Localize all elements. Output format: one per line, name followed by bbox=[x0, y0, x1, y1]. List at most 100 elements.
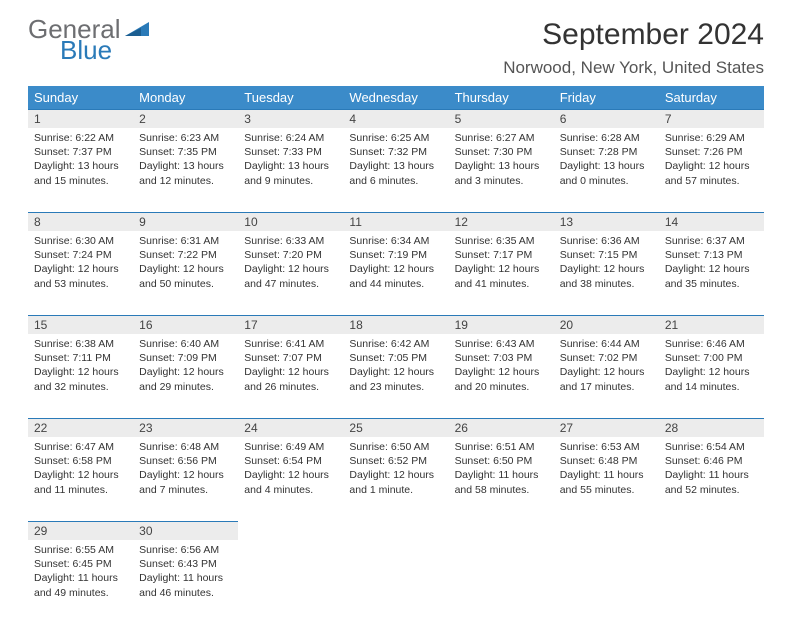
sunset: Sunset: 7:09 PM bbox=[139, 351, 232, 365]
day-body: Sunrise: 6:22 AMSunset: 7:37 PMDaylight:… bbox=[28, 128, 133, 194]
calendar-cell-num: 3 bbox=[238, 109, 343, 128]
daylight-line1: Daylight: 12 hours bbox=[34, 365, 127, 379]
daylight-line2: and 49 minutes. bbox=[34, 586, 127, 600]
daylight-line1: Daylight: 12 hours bbox=[244, 262, 337, 276]
calendar-cell-num: 29 bbox=[28, 521, 133, 540]
sunrise: Sunrise: 6:37 AM bbox=[665, 234, 758, 248]
day-number: 18 bbox=[343, 315, 448, 334]
calendar-cell-body: Sunrise: 6:23 AMSunset: 7:35 PMDaylight:… bbox=[133, 128, 238, 212]
daylight-line1: Daylight: 11 hours bbox=[455, 468, 548, 482]
calendar-cell-body: Sunrise: 6:25 AMSunset: 7:32 PMDaylight:… bbox=[343, 128, 448, 212]
sunset: Sunset: 7:26 PM bbox=[665, 145, 758, 159]
daylight-line1: Daylight: 12 hours bbox=[455, 262, 548, 276]
daylight-line1: Daylight: 12 hours bbox=[455, 365, 548, 379]
day-body: Sunrise: 6:24 AMSunset: 7:33 PMDaylight:… bbox=[238, 128, 343, 194]
calendar-cell-body: Sunrise: 6:30 AMSunset: 7:24 PMDaylight:… bbox=[28, 231, 133, 315]
sunset: Sunset: 6:56 PM bbox=[139, 454, 232, 468]
day-body: Sunrise: 6:55 AMSunset: 6:45 PMDaylight:… bbox=[28, 540, 133, 606]
day-body: Sunrise: 6:37 AMSunset: 7:13 PMDaylight:… bbox=[659, 231, 764, 297]
calendar-cell-num: 11 bbox=[343, 212, 448, 231]
calendar-cell-num bbox=[449, 521, 554, 540]
daylight-line2: and 32 minutes. bbox=[34, 380, 127, 394]
daylight-line1: Daylight: 12 hours bbox=[349, 365, 442, 379]
daylight-line1: Daylight: 11 hours bbox=[139, 571, 232, 585]
logo: General Blue bbox=[28, 18, 151, 62]
day-number: 11 bbox=[343, 212, 448, 231]
day-number: 16 bbox=[133, 315, 238, 334]
daylight-line2: and 52 minutes. bbox=[665, 483, 758, 497]
sunset: Sunset: 7:05 PM bbox=[349, 351, 442, 365]
sunset: Sunset: 7:35 PM bbox=[139, 145, 232, 159]
sunrise: Sunrise: 6:44 AM bbox=[560, 337, 653, 351]
day-body: Sunrise: 6:33 AMSunset: 7:20 PMDaylight:… bbox=[238, 231, 343, 297]
sunset: Sunset: 6:52 PM bbox=[349, 454, 442, 468]
sunrise: Sunrise: 6:46 AM bbox=[665, 337, 758, 351]
day-number: 26 bbox=[449, 418, 554, 437]
day-number: 21 bbox=[659, 315, 764, 334]
daylight-line2: and 15 minutes. bbox=[34, 174, 127, 188]
calendar-cell-body: Sunrise: 6:43 AMSunset: 7:03 PMDaylight:… bbox=[449, 334, 554, 418]
daylight-line1: Daylight: 12 hours bbox=[665, 159, 758, 173]
daylight-line2: and 57 minutes. bbox=[665, 174, 758, 188]
day-body: Sunrise: 6:25 AMSunset: 7:32 PMDaylight:… bbox=[343, 128, 448, 194]
day-body: Sunrise: 6:46 AMSunset: 7:00 PMDaylight:… bbox=[659, 334, 764, 400]
sunrise: Sunrise: 6:56 AM bbox=[139, 543, 232, 557]
calendar-cell-num: 27 bbox=[554, 418, 659, 437]
sunrise: Sunrise: 6:28 AM bbox=[560, 131, 653, 145]
daylight-line2: and 23 minutes. bbox=[349, 380, 442, 394]
day-number: 3 bbox=[238, 109, 343, 128]
calendar-cell-body: Sunrise: 6:28 AMSunset: 7:28 PMDaylight:… bbox=[554, 128, 659, 212]
daylight-line2: and 7 minutes. bbox=[139, 483, 232, 497]
calendar-cell-num: 7 bbox=[659, 109, 764, 128]
calendar-cell-body: Sunrise: 6:46 AMSunset: 7:00 PMDaylight:… bbox=[659, 334, 764, 418]
daylight-line1: Daylight: 13 hours bbox=[244, 159, 337, 173]
day-number: 22 bbox=[28, 418, 133, 437]
calendar-cell-num: 8 bbox=[28, 212, 133, 231]
calendar-cell-body: Sunrise: 6:50 AMSunset: 6:52 PMDaylight:… bbox=[343, 437, 448, 521]
day-header: Tuesday bbox=[238, 86, 343, 109]
day-body: Sunrise: 6:53 AMSunset: 6:48 PMDaylight:… bbox=[554, 437, 659, 503]
title-block: September 2024 Norwood, New York, United… bbox=[503, 18, 764, 78]
daylight-line2: and 6 minutes. bbox=[349, 174, 442, 188]
daylight-line2: and 55 minutes. bbox=[560, 483, 653, 497]
sunset: Sunset: 7:11 PM bbox=[34, 351, 127, 365]
sunrise: Sunrise: 6:38 AM bbox=[34, 337, 127, 351]
daylight-line1: Daylight: 12 hours bbox=[665, 262, 758, 276]
sunset: Sunset: 6:46 PM bbox=[665, 454, 758, 468]
sunrise: Sunrise: 6:48 AM bbox=[139, 440, 232, 454]
calendar-cell-num: 21 bbox=[659, 315, 764, 334]
day-number: 30 bbox=[133, 521, 238, 540]
calendar-cell-num bbox=[659, 521, 764, 540]
calendar-cell-body: Sunrise: 6:56 AMSunset: 6:43 PMDaylight:… bbox=[133, 540, 238, 624]
calendar-cell-num bbox=[343, 521, 448, 540]
daylight-line2: and 29 minutes. bbox=[139, 380, 232, 394]
calendar-cell-body: Sunrise: 6:42 AMSunset: 7:05 PMDaylight:… bbox=[343, 334, 448, 418]
calendar-cell-num: 17 bbox=[238, 315, 343, 334]
sunset: Sunset: 7:22 PM bbox=[139, 248, 232, 262]
daylight-line2: and 9 minutes. bbox=[244, 174, 337, 188]
sunset: Sunset: 6:58 PM bbox=[34, 454, 127, 468]
day-body: Sunrise: 6:41 AMSunset: 7:07 PMDaylight:… bbox=[238, 334, 343, 400]
calendar-cell-body: Sunrise: 6:37 AMSunset: 7:13 PMDaylight:… bbox=[659, 231, 764, 315]
day-body: Sunrise: 6:35 AMSunset: 7:17 PMDaylight:… bbox=[449, 231, 554, 297]
sunrise: Sunrise: 6:41 AM bbox=[244, 337, 337, 351]
daylight-line2: and 0 minutes. bbox=[560, 174, 653, 188]
sunset: Sunset: 6:48 PM bbox=[560, 454, 653, 468]
calendar-cell-num: 5 bbox=[449, 109, 554, 128]
day-number: 19 bbox=[449, 315, 554, 334]
daylight-line2: and 44 minutes. bbox=[349, 277, 442, 291]
day-body: Sunrise: 6:50 AMSunset: 6:52 PMDaylight:… bbox=[343, 437, 448, 503]
sunrise: Sunrise: 6:31 AM bbox=[139, 234, 232, 248]
calendar-cell-num: 20 bbox=[554, 315, 659, 334]
daylight-line2: and 1 minute. bbox=[349, 483, 442, 497]
calendar-cell-num: 30 bbox=[133, 521, 238, 540]
sunset: Sunset: 7:02 PM bbox=[560, 351, 653, 365]
sunset: Sunset: 7:30 PM bbox=[455, 145, 548, 159]
calendar-cell-body: Sunrise: 6:34 AMSunset: 7:19 PMDaylight:… bbox=[343, 231, 448, 315]
calendar-cell-body: Sunrise: 6:47 AMSunset: 6:58 PMDaylight:… bbox=[28, 437, 133, 521]
day-body: Sunrise: 6:31 AMSunset: 7:22 PMDaylight:… bbox=[133, 231, 238, 297]
daylight-line2: and 14 minutes. bbox=[665, 380, 758, 394]
daylight-line1: Daylight: 12 hours bbox=[139, 365, 232, 379]
daylight-line1: Daylight: 12 hours bbox=[139, 468, 232, 482]
sunset: Sunset: 7:15 PM bbox=[560, 248, 653, 262]
